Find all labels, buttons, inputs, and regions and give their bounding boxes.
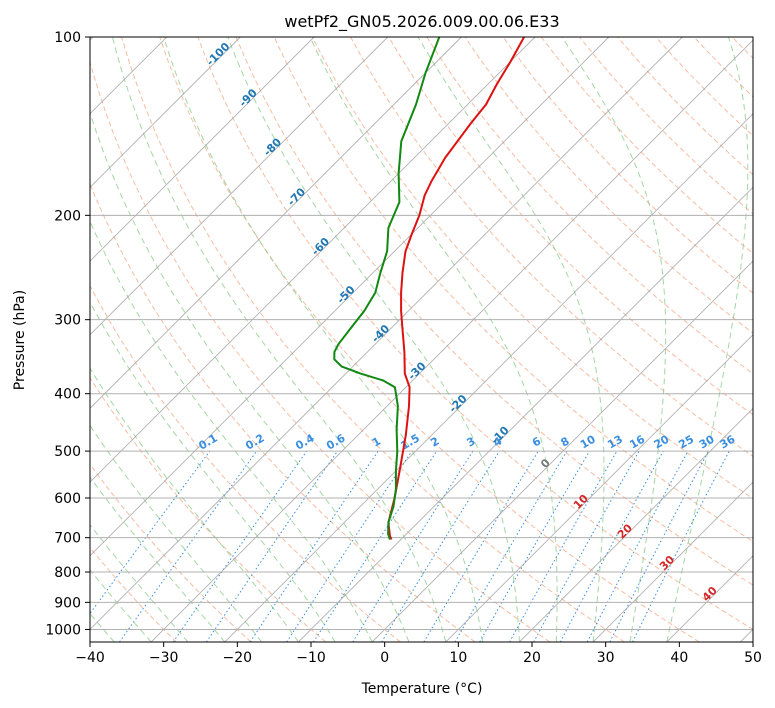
dry-adiabat (388, 37, 753, 416)
mixing-ratio-line (559, 450, 664, 642)
moist-adiabat (90, 220, 373, 642)
x-tick-label: 20 (523, 650, 541, 666)
chart-title: wetPf2_GN05.2026.009.00.06.E33 (284, 12, 559, 32)
moist-adiabat (227, 37, 520, 642)
moist-adiabat (90, 524, 189, 642)
mixing-ratio-line (479, 450, 591, 642)
dry-adiabat (541, 37, 753, 254)
isotherm (519, 407, 753, 642)
x-tick-label: −10 (296, 650, 326, 666)
moist-adiabat (90, 111, 410, 642)
y-tick-label: 700 (54, 531, 81, 547)
x-tick-label: −20 (223, 650, 253, 666)
isotherm (90, 37, 389, 336)
dry-adiabat (273, 37, 753, 543)
x-axis-label: Temperature (°C) (361, 681, 483, 697)
moist-adiabat (90, 301, 336, 642)
x-tick-label: −30 (149, 650, 179, 666)
y-tick-label: 800 (54, 565, 81, 581)
y-tick-label: 400 (54, 387, 81, 403)
mixing-ratio-line (172, 450, 308, 642)
y-axis-ticks: 100 200 300 400 500 600 700 800 900 1000 (45, 30, 90, 638)
profile-lines (333, 37, 525, 540)
y-tick-label: 100 (54, 30, 81, 46)
moist-adiabat (163, 37, 484, 642)
y-tick-label: 200 (54, 208, 81, 224)
dry-adiabat (426, 37, 753, 375)
isotherm (445, 334, 753, 642)
isotherm (90, 37, 536, 483)
isotherm (90, 37, 241, 189)
x-tick-label: 50 (744, 650, 762, 666)
dry-adiabat (197, 37, 753, 630)
dry-adiabat (121, 37, 625, 642)
moist-adiabat (90, 424, 262, 642)
isotherm (298, 186, 753, 642)
x-tick-label: −40 (75, 650, 105, 666)
dry-adiabat (579, 37, 753, 215)
dry-adiabat (311, 37, 753, 500)
isotherm (224, 113, 753, 642)
y-tick-label: 1000 (45, 622, 81, 638)
moist-adiabat (90, 476, 226, 642)
moist-adiabat (309, 37, 558, 642)
pressure-gridlines (90, 37, 753, 630)
x-tick-label: 30 (597, 650, 615, 666)
moist-adiabat (112, 37, 447, 642)
isotherm (371, 260, 753, 642)
x-tick-label: 0 (380, 650, 389, 666)
mixing-ratio-line (313, 450, 438, 642)
isotherm (592, 481, 753, 642)
temperature-profile (387, 37, 525, 540)
mixing-ratio-line (381, 450, 500, 642)
mixing-ratio-line (423, 450, 539, 642)
y-tick-label: 600 (54, 491, 81, 507)
mixing-ratio-line (119, 450, 258, 642)
mixing-ratio-line (352, 450, 474, 642)
moist-adiabat (561, 37, 667, 642)
isotherm (90, 37, 683, 631)
isotherm (90, 37, 610, 557)
x-tick-label: 40 (670, 650, 688, 666)
mixing-ratio-line (509, 450, 618, 642)
dry-adiabat (235, 37, 753, 586)
y-tick-label: 300 (54, 313, 81, 329)
isotherm (150, 39, 753, 642)
x-axis-ticks: −40 −30 −20 −10 0 10 20 30 40 50 (75, 642, 762, 666)
dry-adiabat (90, 60, 551, 642)
y-tick-label: 900 (54, 595, 81, 611)
dry-adiabat (464, 37, 753, 334)
plot-frame (89, 36, 754, 643)
moist-adiabat (90, 569, 152, 642)
dewpoint-profile (333, 37, 441, 540)
mixing-ratio-line (205, 450, 338, 642)
x-tick-label: 10 (449, 650, 467, 666)
background-lines (90, 37, 753, 642)
y-tick-label: 500 (54, 444, 81, 460)
moist-adiabat (666, 37, 749, 642)
dry-adiabat (159, 37, 700, 642)
mixing-ratio-line (454, 450, 568, 642)
dry-adiabat (90, 284, 401, 642)
moist-adiabat (417, 37, 605, 642)
dry-adiabat (90, 182, 476, 642)
mixing-ratio-line (90, 450, 211, 615)
dry-adiabat (90, 376, 327, 642)
isotherm (90, 37, 315, 262)
isotherm (90, 37, 462, 410)
y-axis-label: Pressure (hPa) (12, 290, 28, 390)
